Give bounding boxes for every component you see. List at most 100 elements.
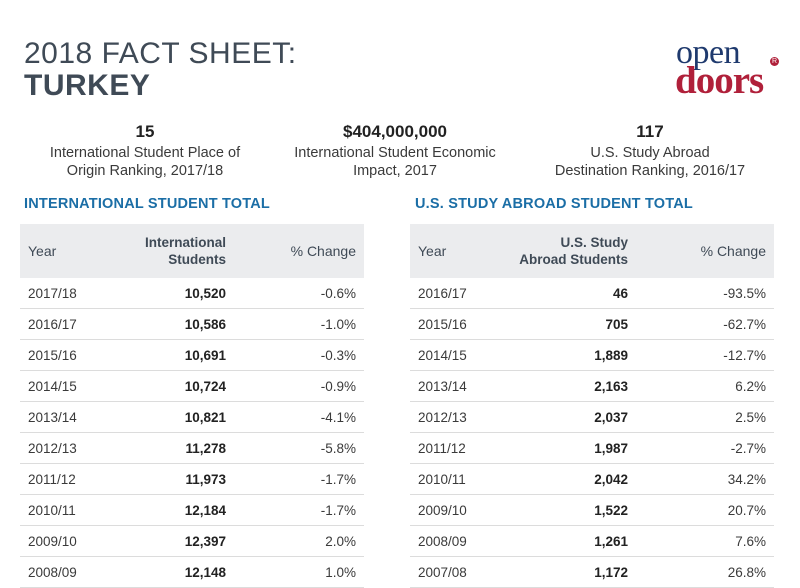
year-cell: 2010/11 [20, 494, 108, 526]
change-cell: 26.8% [636, 556, 774, 588]
change-cell: -4.1% [234, 401, 364, 433]
change-cell: -93.5% [636, 278, 774, 309]
table-row: 2014/15 10,724 -0.9% [20, 370, 364, 402]
count-cell: 1,522 [498, 494, 636, 526]
count-cell: 11,278 [108, 432, 234, 464]
year-cell: 2012/13 [410, 401, 498, 433]
count-cell: 10,520 [108, 278, 234, 309]
year-cell: 2008/09 [20, 556, 108, 588]
stat-label-line-1: International Student Economic [294, 145, 496, 161]
change-header: % Change [234, 224, 364, 278]
year-cell: 2015/16 [410, 308, 498, 340]
stat-value: 117 [636, 122, 664, 141]
count-cell: 2,042 [498, 463, 636, 495]
change-cell: -0.6% [234, 278, 364, 309]
change-cell: -1.7% [234, 463, 364, 495]
table-row: 2008/09 12,148 1.0% [20, 556, 364, 588]
count-header: U.S. Study Abroad Students [498, 224, 636, 278]
count-header-line-1: International [144, 235, 226, 250]
count-cell: 1,261 [498, 525, 636, 557]
page-title: 2018 FACT SHEET: TURKEY [24, 38, 297, 102]
count-cell: 12,397 [108, 525, 234, 557]
year-cell: 2009/10 [410, 494, 498, 526]
stat-origin-ranking: 15 International Student Place of Origin… [40, 122, 250, 180]
year-cell: 2010/11 [410, 463, 498, 495]
table-row: 2015/16 10,691 -0.3% [20, 339, 364, 371]
us-study-abroad-table: Year U.S. Study Abroad Students % Change… [410, 224, 774, 588]
table-row: 2015/16 705 -62.7% [410, 308, 774, 340]
year-header: Year [20, 224, 108, 278]
year-cell: 2015/16 [20, 339, 108, 371]
stat-economic-impact: $404,000,000 International Student Econo… [280, 122, 510, 180]
count-header-line-2: Students [168, 252, 226, 267]
intl-section-title: INTERNATIONAL STUDENT TOTAL [24, 196, 270, 212]
table-row: 2014/15 1,889 -12.7% [410, 339, 774, 371]
year-cell: 2011/12 [20, 463, 108, 495]
table-header-row: Year U.S. Study Abroad Students % Change [410, 224, 774, 278]
change-header: % Change [636, 224, 774, 278]
registered-mark-icon: R [770, 57, 779, 66]
change-cell: -5.8% [234, 432, 364, 464]
count-cell: 11,973 [108, 463, 234, 495]
count-cell: 10,586 [108, 308, 234, 340]
logo-open-text: open [676, 34, 741, 71]
stat-value: $404,000,000 [343, 122, 447, 141]
stat-label-line-2: Origin Ranking, 2017/18 [66, 163, 224, 179]
intl-student-table: Year International Students % Change 201… [20, 224, 364, 588]
change-cell: 2.5% [636, 401, 774, 433]
change-cell: -1.7% [234, 494, 364, 526]
abroad-section-title: U.S. STUDY ABROAD STUDENT TOTAL [415, 196, 693, 212]
year-cell: 2009/10 [20, 525, 108, 557]
change-cell: -62.7% [636, 308, 774, 340]
table-row: 2013/14 2,163 6.2% [410, 370, 774, 402]
count-cell: 12,148 [108, 556, 234, 588]
year-cell: 2007/08 [410, 556, 498, 588]
stat-value: 15 [135, 122, 155, 141]
year-cell: 2017/18 [20, 278, 108, 309]
year-header: Year [410, 224, 498, 278]
table-row: 2011/12 11,973 -1.7% [20, 463, 364, 495]
change-cell: -1.0% [234, 308, 364, 340]
stat-label-line-1: International Student Place of [49, 145, 241, 161]
count-cell: 1,987 [498, 432, 636, 464]
count-cell: 46 [498, 278, 636, 309]
logo-doors-text: doors [675, 59, 764, 102]
count-cell: 12,184 [108, 494, 234, 526]
year-cell: 2016/17 [410, 278, 498, 309]
table-row: 2016/17 46 -93.5% [410, 278, 774, 309]
title-country: TURKEY [24, 69, 151, 102]
table-row: 2008/09 1,261 7.6% [410, 525, 774, 557]
change-cell: 6.2% [636, 370, 774, 402]
stat-label-line-1: U.S. Study Abroad [590, 145, 710, 161]
change-cell: 20.7% [636, 494, 774, 526]
table-row: 2017/18 10,520 -0.6% [20, 278, 364, 309]
open-doors-logo: open doors R [671, 34, 786, 102]
table-row: 2010/11 2,042 34.2% [410, 463, 774, 495]
year-cell: 2013/14 [20, 401, 108, 433]
year-cell: 2008/09 [410, 525, 498, 557]
stat-label-line-2: Impact, 2017 [353, 163, 437, 179]
year-cell: 2016/17 [20, 308, 108, 340]
count-cell: 10,821 [108, 401, 234, 433]
change-cell: 7.6% [636, 525, 774, 557]
year-cell: 2013/14 [410, 370, 498, 402]
table-row: 2012/13 2,037 2.5% [410, 401, 774, 433]
stat-label-line-2: Destination Ranking, 2016/17 [554, 163, 746, 179]
year-cell: 2014/15 [20, 370, 108, 402]
table-row: 2012/13 11,278 -5.8% [20, 432, 364, 464]
count-header-line-1: U.S. Study [560, 235, 628, 250]
count-cell: 2,037 [498, 401, 636, 433]
count-cell: 1,172 [498, 556, 636, 588]
count-header-line-2: Abroad Students [519, 252, 628, 267]
table-row: 2016/17 10,586 -1.0% [20, 308, 364, 340]
table-row: 2013/14 10,821 -4.1% [20, 401, 364, 433]
count-cell: 10,691 [108, 339, 234, 371]
count-cell: 10,724 [108, 370, 234, 402]
change-cell: 34.2% [636, 463, 774, 495]
table-row: 2007/08 1,172 26.8% [410, 556, 774, 588]
table-row: 2009/10 12,397 2.0% [20, 525, 364, 557]
change-cell: -0.3% [234, 339, 364, 371]
change-cell: -12.7% [636, 339, 774, 371]
table-row: 2011/12 1,987 -2.7% [410, 432, 774, 464]
table-header-row: Year International Students % Change [20, 224, 364, 278]
